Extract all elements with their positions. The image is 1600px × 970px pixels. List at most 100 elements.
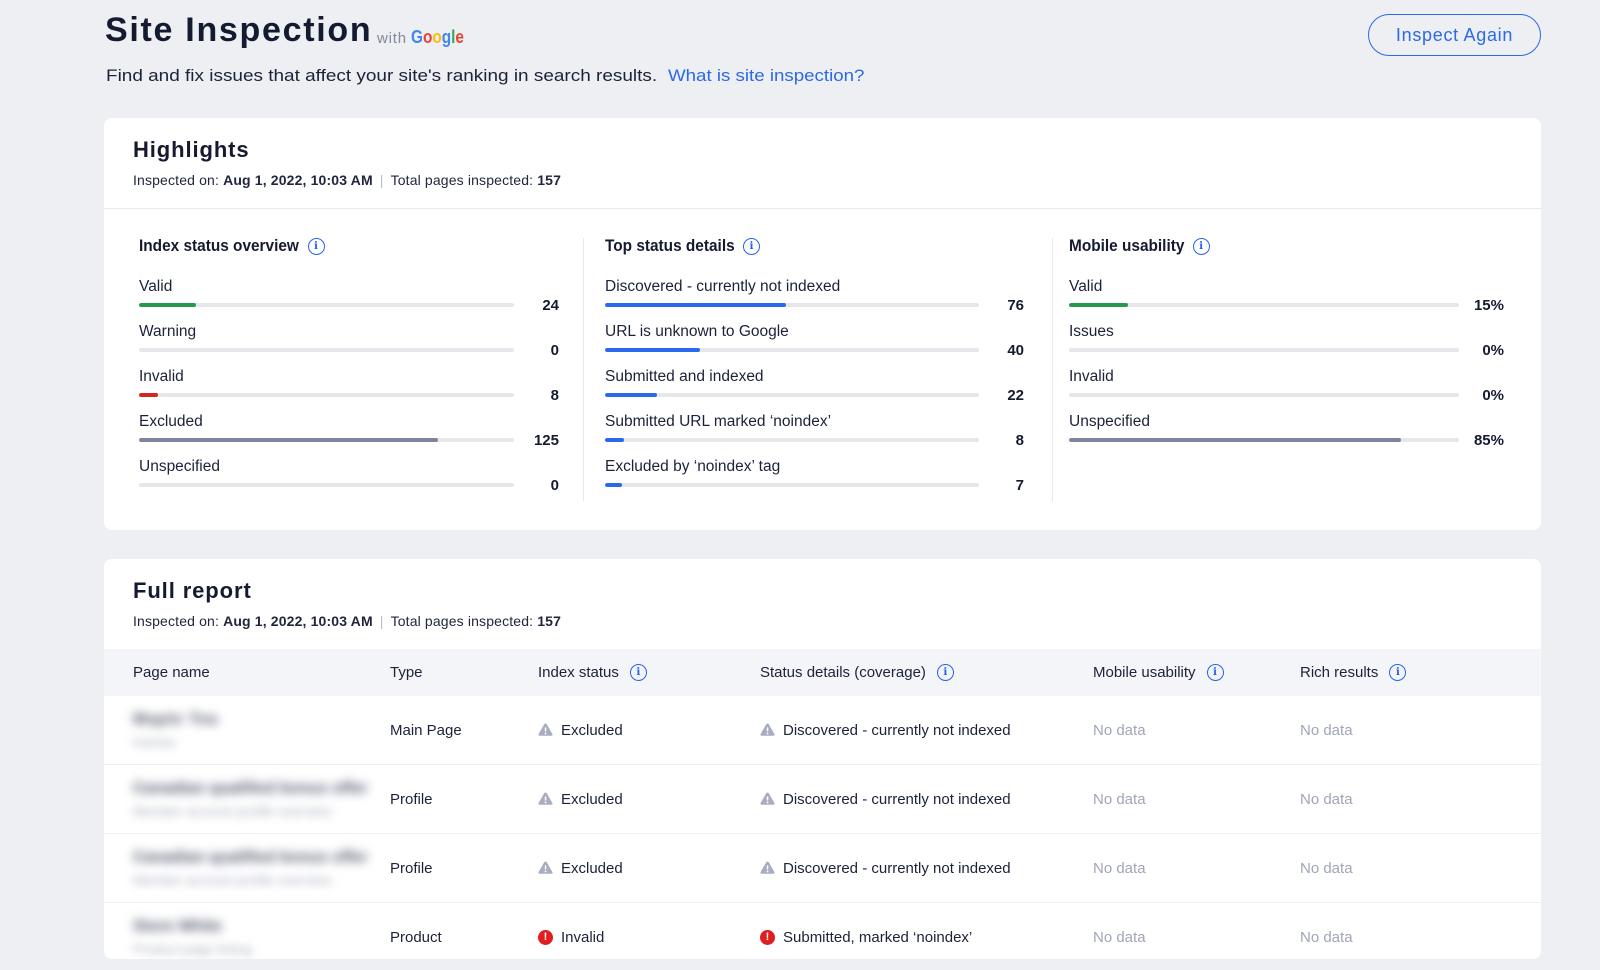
rich-results-cell: No data — [1300, 721, 1353, 739]
index-status-cell: ! Invalid — [538, 929, 760, 946]
column-header-status-details: Status details (coverage) i — [760, 664, 1093, 681]
mobile-usability-cell: No data — [1093, 721, 1146, 739]
index-status-label: Excluded — [561, 721, 623, 739]
bar-value: 22 — [1007, 386, 1024, 404]
bar-fill — [605, 482, 622, 488]
index-status-overview-column: Index status overview i Valid 24 Warning… — [104, 209, 583, 529]
page-name-cell: Canadian qualified bonus offer Member ac… — [133, 780, 390, 819]
table-row[interactable]: Canadian qualified bonus offer Member ac… — [104, 834, 1541, 903]
bar-value: 85% — [1473, 431, 1504, 449]
info-icon[interactable]: i — [307, 237, 325, 255]
stat-list: Valid 15% Issues 0% Invalid 0% Unspecifi… — [1069, 278, 1504, 449]
table-row[interactable]: Maple Tea Homes Main Page Excluded Disco… — [104, 696, 1541, 765]
highlights-meta: Inspected on: Aug 1, 2022, 10:03 AM | Tota… — [133, 171, 1512, 189]
google-letter: g — [441, 26, 452, 47]
stat-row-discovered: Discovered - currently not indexed 76 — [605, 278, 1024, 314]
table-row[interactable]: Store White Product page listing Product… — [104, 903, 1541, 959]
stat-row-invalid: Invalid 8 — [139, 368, 559, 404]
bar-track — [139, 392, 514, 398]
info-icon[interactable]: i — [1389, 664, 1407, 681]
stat-list: Valid 24 Warning 0 Invalid 8 Excluded 12… — [139, 278, 559, 494]
bar-track — [605, 392, 979, 398]
bar-fill — [605, 392, 658, 398]
column-header-index-status: Index status i — [538, 664, 760, 681]
bar-value: 0% — [1482, 341, 1504, 359]
inspect-again-button[interactable]: Inspect Again — [1368, 14, 1541, 56]
total-pages-value: 157 — [537, 172, 562, 188]
stats-divider — [583, 238, 584, 501]
google-letter: G — [411, 26, 423, 47]
column-header-label: Status details (coverage) — [760, 664, 926, 681]
bar-label: Unspecified — [139, 458, 220, 475]
stat-row-submitted-indexed: Submitted and indexed 22 — [605, 368, 1024, 404]
bar-value: 40 — [1007, 341, 1024, 359]
error-icon: ! — [538, 929, 553, 945]
warning-icon — [760, 861, 775, 874]
bar-track — [605, 302, 979, 308]
bar-track — [605, 347, 979, 353]
table-row[interactable]: Canadian qualified bonus offer Member ac… — [104, 765, 1541, 834]
total-pages-label: Total pages inspected: — [390, 172, 534, 188]
mobile-usability-column: Mobile usability i Valid 15% Issues 0% I… — [1052, 209, 1541, 529]
column-header-type: Type — [390, 664, 538, 681]
page: Site Inspection with Google Find and fix… — [104, 0, 1541, 959]
page-name-cell: Store White Product page listing — [133, 918, 390, 957]
info-icon[interactable]: i — [936, 664, 954, 681]
redacted-page-url: Member account profile overview — [133, 803, 332, 819]
stat-list: Discovered - currently not indexed 76 UR… — [605, 278, 1024, 494]
bar-track — [605, 437, 979, 443]
stat-row-invalid: Invalid 0% — [1069, 368, 1504, 404]
type-cell: Profile — [390, 790, 433, 808]
index-status-label: Invalid — [561, 928, 605, 946]
full-report-title: Full report — [133, 578, 252, 603]
meta-separator: | — [379, 172, 384, 188]
what-is-site-inspection-link[interactable]: What is site inspection? — [668, 66, 865, 85]
status-details-label: Discovered - currently not indexed — [783, 721, 1011, 739]
bar-label: Submitted URL marked ‘noindex’ — [605, 413, 832, 430]
bar-label: Submitted and indexed — [605, 368, 764, 385]
inspected-on-value: Aug 1, 2022, 10:03 AM — [223, 613, 373, 629]
highlights-title: Highlights — [133, 137, 250, 162]
bar-value: 8 — [1015, 431, 1024, 449]
inspected-on-label: Inspected on: — [133, 172, 220, 188]
highlights-stats: Index status overview i Valid 24 Warning… — [104, 209, 1541, 529]
info-icon[interactable]: i — [629, 664, 647, 681]
bar-fill — [139, 302, 197, 308]
status-details-cell: ! Submitted, marked ‘noindex’ — [760, 929, 1093, 946]
rich-results-cell: No data — [1300, 859, 1353, 877]
bar-fill — [605, 437, 625, 443]
column-header-rich-results: Rich results i — [1300, 664, 1512, 681]
index-status-label: Excluded — [561, 859, 623, 877]
google-letter: e — [455, 26, 464, 47]
page-title: Site Inspection — [105, 11, 373, 49]
description-text: Find and fix issues that affect your sit… — [106, 66, 658, 85]
google-letter: o — [432, 26, 442, 47]
info-icon[interactable]: i — [1206, 664, 1224, 681]
info-icon[interactable]: i — [742, 237, 760, 255]
stat-title-text: Index status overview — [139, 236, 299, 255]
page-name-cell: Canadian qualified bonus offer Member ac… — [133, 849, 390, 888]
stat-row-valid: Valid 24 — [139, 278, 559, 314]
redacted-page-url: Member account profile overview — [133, 872, 332, 888]
page-header: Site Inspection with Google Find and fix… — [104, 0, 1541, 118]
mobile-usability-cell: No data — [1093, 790, 1146, 808]
redacted-page-name: Maple Tea — [133, 710, 219, 728]
stat-row-unspecified: Unspecified 85% — [1069, 413, 1504, 449]
bar-track — [139, 437, 514, 443]
redacted-page-url: Product page listing — [133, 941, 252, 957]
stat-row-submitted-noindex: Submitted URL marked ‘noindex’ 8 — [605, 413, 1024, 449]
bar-track — [605, 482, 979, 488]
column-header-label: Mobile usability — [1093, 664, 1196, 681]
info-icon[interactable]: i — [1192, 237, 1210, 255]
bar-label: Invalid — [139, 368, 184, 385]
status-details-cell: Discovered - currently not indexed — [760, 860, 1093, 877]
top-status-details-column: Top status details i Discovered - curren… — [583, 209, 1052, 529]
google-letter: l — [451, 26, 456, 47]
bar-fill — [605, 347, 701, 353]
type-cell: Profile — [390, 859, 433, 877]
bar-fill — [139, 437, 438, 443]
page-description: Find and fix issues that affect your sit… — [106, 66, 867, 86]
table-header: Page name Type Index status i Status deta… — [104, 649, 1541, 696]
bar-value: 0% — [1482, 386, 1504, 404]
bar-label: Excluded by ‘noindex’ tag — [605, 458, 781, 475]
